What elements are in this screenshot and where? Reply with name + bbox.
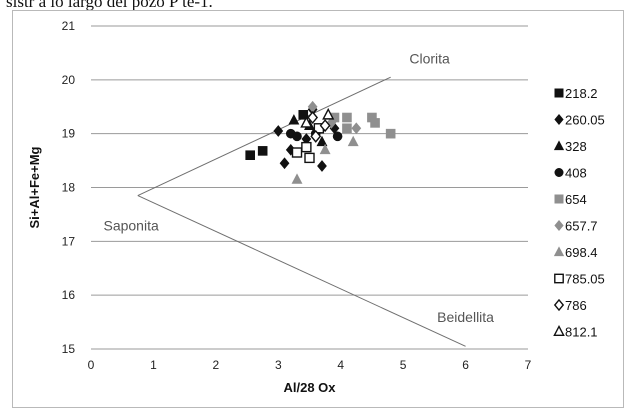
point-260-05-0	[279, 157, 290, 170]
reference-line-0	[137, 76, 391, 197]
y-tick-label: 19	[62, 127, 76, 141]
data-points	[245, 100, 396, 184]
legend-entry: 657.7	[554, 219, 598, 234]
legend-label: 698.4	[565, 245, 598, 260]
y-tick-label: 20	[62, 73, 76, 87]
reference-line-1	[137, 195, 466, 347]
point-328-0	[288, 114, 300, 125]
x-tick-label: 6	[462, 358, 469, 372]
legend-label: 328	[565, 139, 587, 154]
gridlines	[91, 25, 528, 350]
y-tick-label: 16	[62, 288, 76, 302]
legend-entry: 786	[553, 298, 587, 313]
point-218-2-0	[245, 150, 255, 160]
legend-marker	[554, 168, 564, 178]
legend-entry: 260.05	[554, 113, 605, 128]
legend-entry: 328	[553, 139, 587, 154]
y-tick-label: 15	[62, 342, 76, 356]
point-698-4-0	[291, 173, 303, 184]
annotation-beidellita: Beidellita	[437, 309, 494, 325]
legend-marker	[554, 88, 564, 98]
point-698-4-1	[347, 135, 359, 147]
point-786-2	[310, 129, 322, 143]
point-657-7-1	[351, 122, 362, 135]
point-218-2-1	[257, 146, 268, 156]
x-tick-label: 1	[150, 358, 157, 372]
legend-entry: 218.2	[554, 86, 598, 101]
legend-label: 408	[565, 166, 587, 181]
point-812-1-0	[322, 107, 335, 120]
point-698-4-2	[319, 143, 331, 155]
x-tick-label: 4	[337, 358, 344, 372]
legend-label: 657.7	[565, 219, 598, 234]
legend-label: 786	[565, 298, 587, 313]
point-408-3	[332, 131, 343, 142]
point-654-4	[385, 128, 396, 139]
x-tick-label: 0	[88, 358, 95, 372]
legend-entry: 812.1	[553, 324, 598, 340]
figure-caption: sistr a lo largo del pozo P te-1.	[6, 0, 213, 11]
legend: 218.2 260.05 328 408 654 657.7 698.4 785.05 786 8…	[553, 86, 605, 340]
x-tick-label: 5	[400, 358, 407, 372]
legend-label: 654	[565, 192, 587, 207]
x-axis-label: Al/28 Ox	[283, 380, 336, 395]
y-tick-label: 21	[62, 19, 76, 33]
point-786-1	[319, 119, 331, 133]
x-tick-label: 3	[275, 358, 282, 372]
legend-entry: 785.05	[554, 272, 605, 287]
scatter-chart: 15 16 17 18 19 20 21 0 1 2 3 4 5 6 7 Clorita Saponita Be…	[27, 19, 605, 395]
y-tick-label: 17	[62, 234, 76, 248]
legend-marker	[553, 246, 565, 257]
legend-entry: 408	[554, 166, 587, 181]
point-260-05-6	[273, 125, 284, 137]
reference-lines	[137, 76, 466, 347]
point-654-3	[370, 118, 380, 128]
x-tick-label: 2	[213, 358, 220, 372]
legend-label: 260.05	[565, 113, 605, 128]
axes: 15 16 17 18 19 20 21 0 1 2 3 4 5 6 7	[62, 19, 532, 372]
legend-label: 785.05	[565, 272, 605, 287]
y-axis-label: Si+Al+Fe+Mg	[27, 146, 42, 228]
legend-entry: 698.4	[553, 245, 598, 260]
legend-label: 812.1	[565, 325, 598, 340]
point-328-2	[316, 135, 328, 147]
point-786-0	[307, 111, 319, 125]
point-785-05-0	[291, 147, 303, 158]
legend-marker	[554, 194, 564, 204]
legend-marker	[554, 113, 564, 126]
point-785-05-3	[304, 152, 315, 164]
legend-marker	[553, 324, 565, 336]
legend-marker	[553, 140, 565, 151]
legend-marker	[553, 298, 565, 312]
annotation-clorita: Clorita	[409, 51, 450, 67]
point-785-05-1	[301, 141, 312, 153]
point-654-1	[342, 112, 352, 123]
y-tick-label: 18	[62, 181, 76, 195]
point-408-1	[292, 131, 302, 142]
point-654-5	[342, 123, 352, 134]
point-218-2-2	[298, 110, 309, 120]
point-260-05-3	[317, 160, 327, 172]
legend-entry: 654	[554, 192, 587, 207]
chart-frame: 15 16 17 18 19 20 21 0 1 2 3 4 5 6 7 Clorita Saponita Be…	[12, 10, 624, 408]
legend-label: 218.2	[565, 86, 598, 101]
annotation-saponita: Saponita	[103, 218, 158, 234]
legend-marker	[554, 273, 564, 284]
annotations: Clorita Saponita Beidellita	[103, 51, 494, 325]
point-657-7-2	[326, 117, 337, 129]
x-tick-label: 7	[525, 358, 532, 372]
point-812-1-1	[300, 115, 313, 128]
legend-marker	[554, 219, 564, 232]
